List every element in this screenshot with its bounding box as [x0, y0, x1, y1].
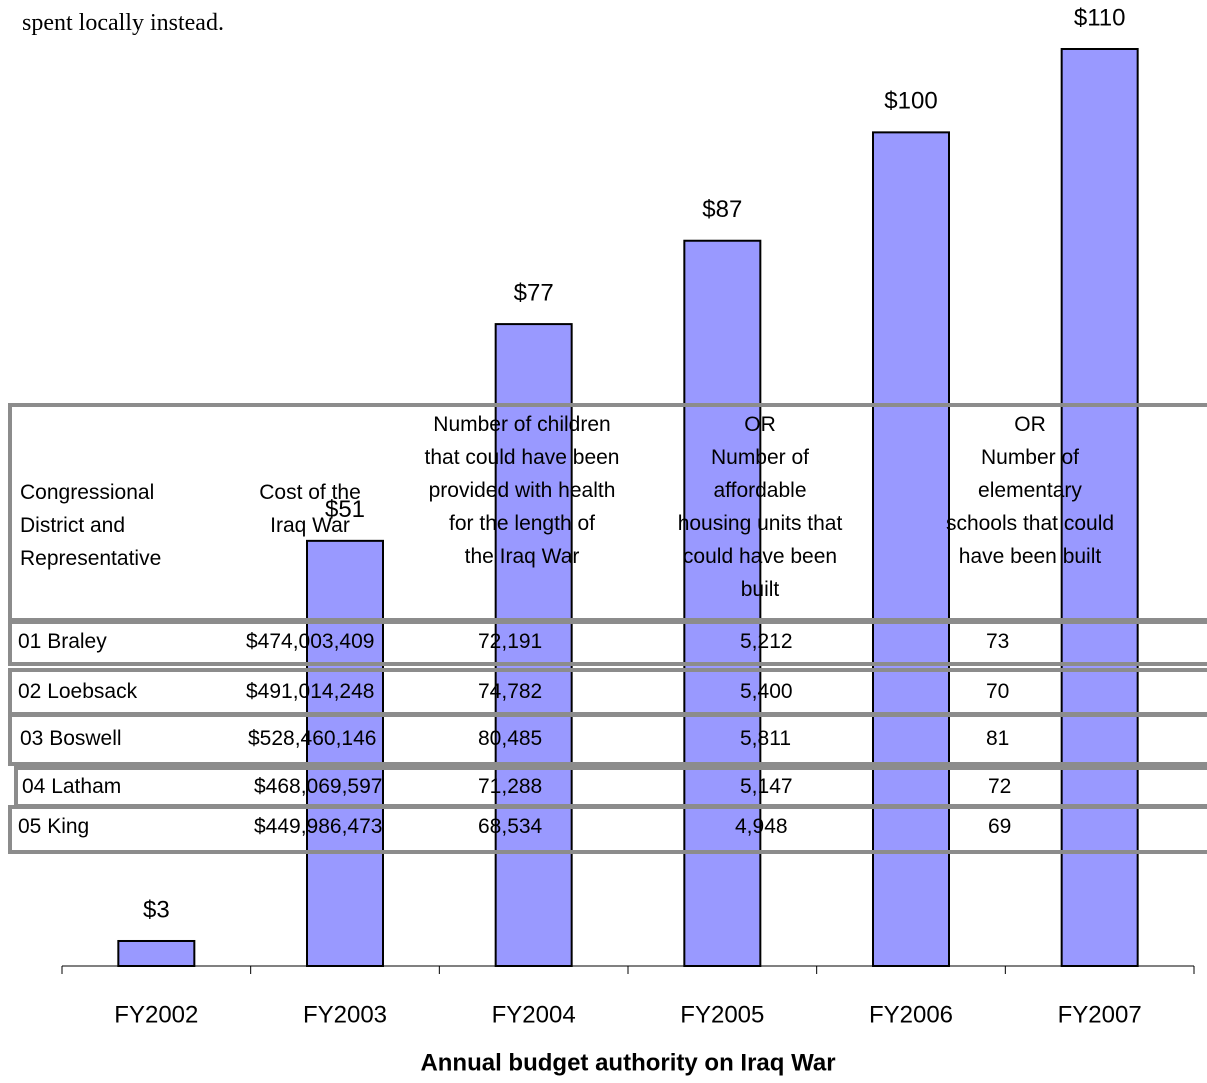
column-header: OR Number of affordable housing units th…: [677, 413, 843, 601]
value-label: $51: [325, 496, 365, 523]
row-box: [14, 766, 1207, 808]
table-cell: 72: [988, 775, 1012, 798]
table-cell: 04 Latham: [22, 775, 122, 798]
table-cell: 5,212: [740, 630, 793, 653]
bar: [494, 323, 573, 968]
x-tick-label: FY2003: [303, 1001, 387, 1028]
bar: [117, 939, 196, 967]
x-axis-title: Annual budget authority on Iraq War: [420, 1049, 835, 1076]
x-tick-label: FY2005: [680, 1001, 764, 1028]
table-cell: $474,003,409: [246, 630, 375, 653]
table-cell: $468,069,597: [254, 775, 383, 798]
table-cell: 73: [986, 630, 1010, 653]
table-cell: 02 Loebsack: [18, 680, 138, 703]
bar: [683, 239, 762, 967]
row-box: [8, 713, 1207, 766]
table-cell: 72,191: [478, 630, 543, 653]
x-tick-label: FY2007: [1058, 1001, 1142, 1028]
table-cell: 74,782: [478, 680, 543, 703]
x-tick-label: FY2002: [114, 1001, 198, 1028]
x-tick-label: FY2006: [869, 1001, 953, 1028]
table-cell: 81: [986, 727, 1010, 750]
column-header: Congressional District and Representativ…: [20, 481, 162, 570]
column-header: Cost of the Iraq War: [259, 481, 361, 537]
table-cell: 68,534: [478, 815, 543, 838]
table-cell: $528,460,146: [248, 727, 377, 750]
table-cell: 71,288: [478, 775, 543, 798]
intro-text: spent locally instead.: [22, 10, 224, 36]
table-cell: 5,147: [740, 775, 793, 798]
table-cell: 70: [986, 680, 1010, 703]
table-cell: $449,986,473: [254, 815, 383, 838]
bar: [306, 539, 384, 967]
value-label: $100: [884, 88, 937, 115]
table-cell: 05 King: [18, 815, 90, 838]
table-cell: 5,400: [740, 680, 793, 703]
column-header: Number of children that could have been …: [424, 413, 620, 568]
row-box: [8, 805, 1207, 854]
value-label: $110: [1074, 4, 1126, 31]
bar: [1060, 48, 1139, 967]
bar: [872, 131, 950, 967]
value-label: $77: [514, 279, 554, 306]
table-cell: $491,014,248: [246, 680, 375, 703]
value-label: $3: [143, 896, 170, 923]
table-cell: 80,485: [478, 727, 543, 750]
table-cell: 4,948: [735, 815, 788, 838]
row-box: [8, 668, 1207, 716]
table-cell: 69: [988, 815, 1012, 838]
row-box: [8, 620, 1207, 666]
value-label: $87: [702, 196, 742, 223]
table-cell: 01 Braley: [18, 630, 107, 653]
x-tick-label: FY2004: [492, 1001, 576, 1028]
table-cell: 03 Boswell: [20, 727, 122, 750]
table-cell: 5,811: [740, 727, 791, 750]
column-header: OR Number of elementary schools that cou…: [945, 413, 1115, 568]
